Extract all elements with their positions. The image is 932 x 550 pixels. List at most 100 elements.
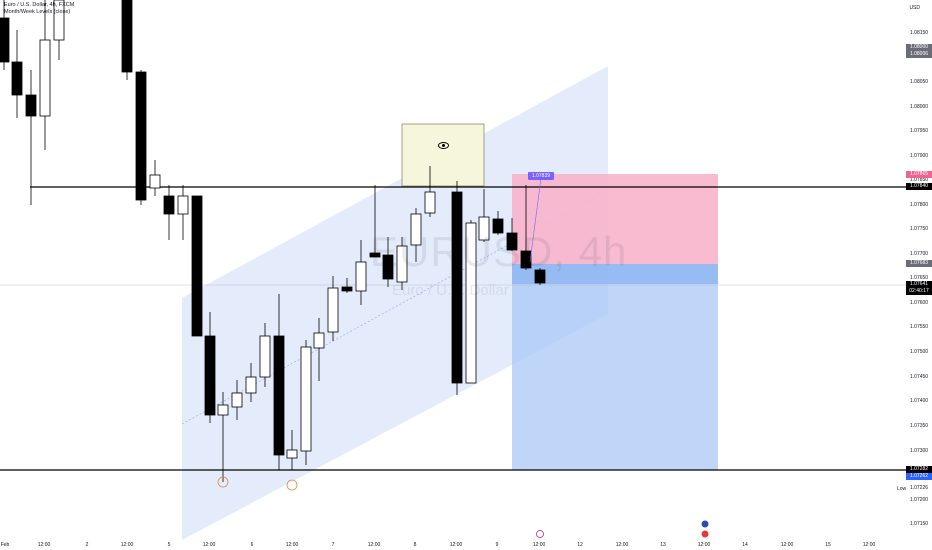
candle-bearish[interactable]: [204, 335, 216, 416]
time-tick: 12:00: [862, 542, 876, 548]
indicator-label[interactable]: Month/Week Levels (close): [4, 9, 71, 15]
time-tick: 5: [167, 542, 171, 548]
price-tick: 1.07200: [910, 497, 929, 503]
time-tick: 12:00: [285, 542, 299, 548]
candle-bullish[interactable]: [231, 392, 243, 408]
candle-bearish[interactable]: [506, 232, 518, 251]
price-tick: 1.08150: [910, 30, 929, 36]
price-axis[interactable]: 1.081501.081001.080501.080001.079501.079…: [906, 0, 932, 530]
price-tick: 1.07850: [910, 177, 929, 183]
time-tick: 6: [250, 542, 254, 548]
price-tick: 1.07650: [910, 275, 929, 281]
price-tag-entry: 1.07683: [906, 260, 932, 267]
candle-bullish[interactable]: [327, 287, 339, 333]
time-axis[interactable]: Feb 12:00 2 12:00 5 12:00 6 12:00 7 12:00 8 12:00 9 1…: [0, 538, 906, 550]
flag-icon[interactable]: [701, 530, 709, 538]
price-tick: 1.07900: [910, 153, 929, 159]
candle-bullish[interactable]: [259, 335, 271, 378]
candle-bullish[interactable]: [177, 195, 189, 215]
watermark-name: Euro / U.S. Dollar: [392, 282, 509, 299]
candle-bullish[interactable]: [396, 245, 408, 283]
time-tick: 8: [413, 542, 417, 548]
candle-bearish[interactable]: [382, 254, 394, 280]
candle-bearish[interactable]: [25, 94, 37, 117]
price-tick: 1.07700: [910, 251, 929, 257]
price-tag-target: 1.07262: [906, 473, 932, 480]
candle-bearish[interactable]: [341, 286, 353, 292]
price-tick: 1.07600: [910, 300, 929, 306]
price-tag-support: 1.07282: [906, 466, 932, 473]
stop-loss-zone[interactable]: [512, 174, 718, 264]
candle-bullish[interactable]: [149, 174, 161, 189]
time-tick: 12:00: [780, 542, 794, 548]
eye-icon[interactable]: [438, 142, 449, 149]
price-tick: 1.07350: [910, 423, 929, 429]
highlight-box[interactable]: [401, 123, 485, 187]
time-tick: 14: [742, 542, 748, 548]
candle-bearish[interactable]: [121, 0, 133, 73]
time-tick: 12:00: [532, 542, 546, 548]
price-tick: 1.07300: [910, 448, 929, 454]
chart-title: Euro / U.S. Dollar, 4h, FXCM: [4, 2, 75, 8]
price-tag-low: 1.07226: [909, 485, 929, 491]
watermark-symbol: EURUSD, 4h: [370, 228, 628, 275]
candle-bearish[interactable]: [163, 195, 175, 215]
candle-bullish[interactable]: [478, 216, 490, 241]
price-tick: 1.08050: [910, 79, 929, 85]
time-tick: 12:00: [37, 542, 51, 548]
candle-bearish[interactable]: [451, 191, 463, 384]
candle-bearish[interactable]: [492, 218, 504, 234]
candle-bullish[interactable]: [465, 222, 477, 384]
candle-bullish[interactable]: [217, 404, 229, 416]
candle-bearish[interactable]: [135, 71, 147, 201]
circle-marker-icon[interactable]: [286, 479, 298, 491]
price-tick: 1.07500: [910, 349, 929, 355]
candle-bearish[interactable]: [273, 335, 285, 456]
candle-bearish[interactable]: [0, 17, 10, 63]
candle-bearish[interactable]: [11, 61, 23, 96]
candle-bearish[interactable]: [369, 252, 381, 258]
price-tag-stop: 1.07865: [906, 171, 932, 178]
currency-label[interactable]: USD: [909, 5, 920, 11]
price-tick: 1.07550: [910, 324, 929, 330]
time-tick: 12:00: [615, 542, 629, 548]
candle-bearish[interactable]: [534, 269, 546, 284]
price-tick: 1.07950: [910, 128, 929, 134]
event-icon[interactable]: [536, 530, 544, 538]
candle-bullish[interactable]: [286, 449, 298, 459]
candle-bullish[interactable]: [53, 0, 65, 41]
target-zone[interactable]: [512, 264, 718, 470]
price-marker-line: [529, 177, 542, 263]
circle-marker-icon[interactable]: [217, 476, 229, 488]
time-tick: 7: [331, 542, 335, 548]
candle-bullish[interactable]: [355, 261, 367, 292]
price-tick: 1.07750: [910, 226, 929, 232]
price-tick: 1.07800: [910, 202, 929, 208]
parallel-channel[interactable]: [182, 66, 608, 540]
time-tick: 9: [495, 542, 499, 548]
time-tick: 13: [660, 542, 666, 548]
price-tick: 1.07400: [910, 398, 929, 404]
candle-bullish[interactable]: [300, 346, 312, 452]
price-marker-tag[interactable]: 1.07839: [528, 172, 554, 180]
candles-layer: [0, 0, 546, 482]
time-tick: 12:00: [120, 542, 134, 548]
candle-bearish[interactable]: [520, 250, 532, 269]
price-tick: 1.07450: [910, 374, 929, 380]
candle-bullish[interactable]: [424, 191, 436, 214]
time-tick: 12:00: [697, 542, 711, 548]
candle-bullish[interactable]: [313, 332, 325, 349]
time-tick: 12:00: [449, 542, 463, 548]
candle-bullish[interactable]: [245, 376, 257, 394]
candle-bullish[interactable]: [410, 213, 422, 246]
candle-bearish[interactable]: [191, 195, 203, 337]
time-tick: Feb: [0, 542, 10, 548]
time-tick: 12:00: [202, 542, 216, 548]
flag-icon[interactable]: [701, 520, 709, 528]
price-tag-current: 1.07641: [906, 281, 932, 288]
chart-header: Euro / U.S. Dollar, 4h, FXCM Month/Week …: [4, 2, 74, 16]
time-tick: 15: [825, 542, 831, 548]
candle-bullish[interactable]: [39, 39, 51, 117]
price-tick: 1.07150: [910, 521, 929, 527]
